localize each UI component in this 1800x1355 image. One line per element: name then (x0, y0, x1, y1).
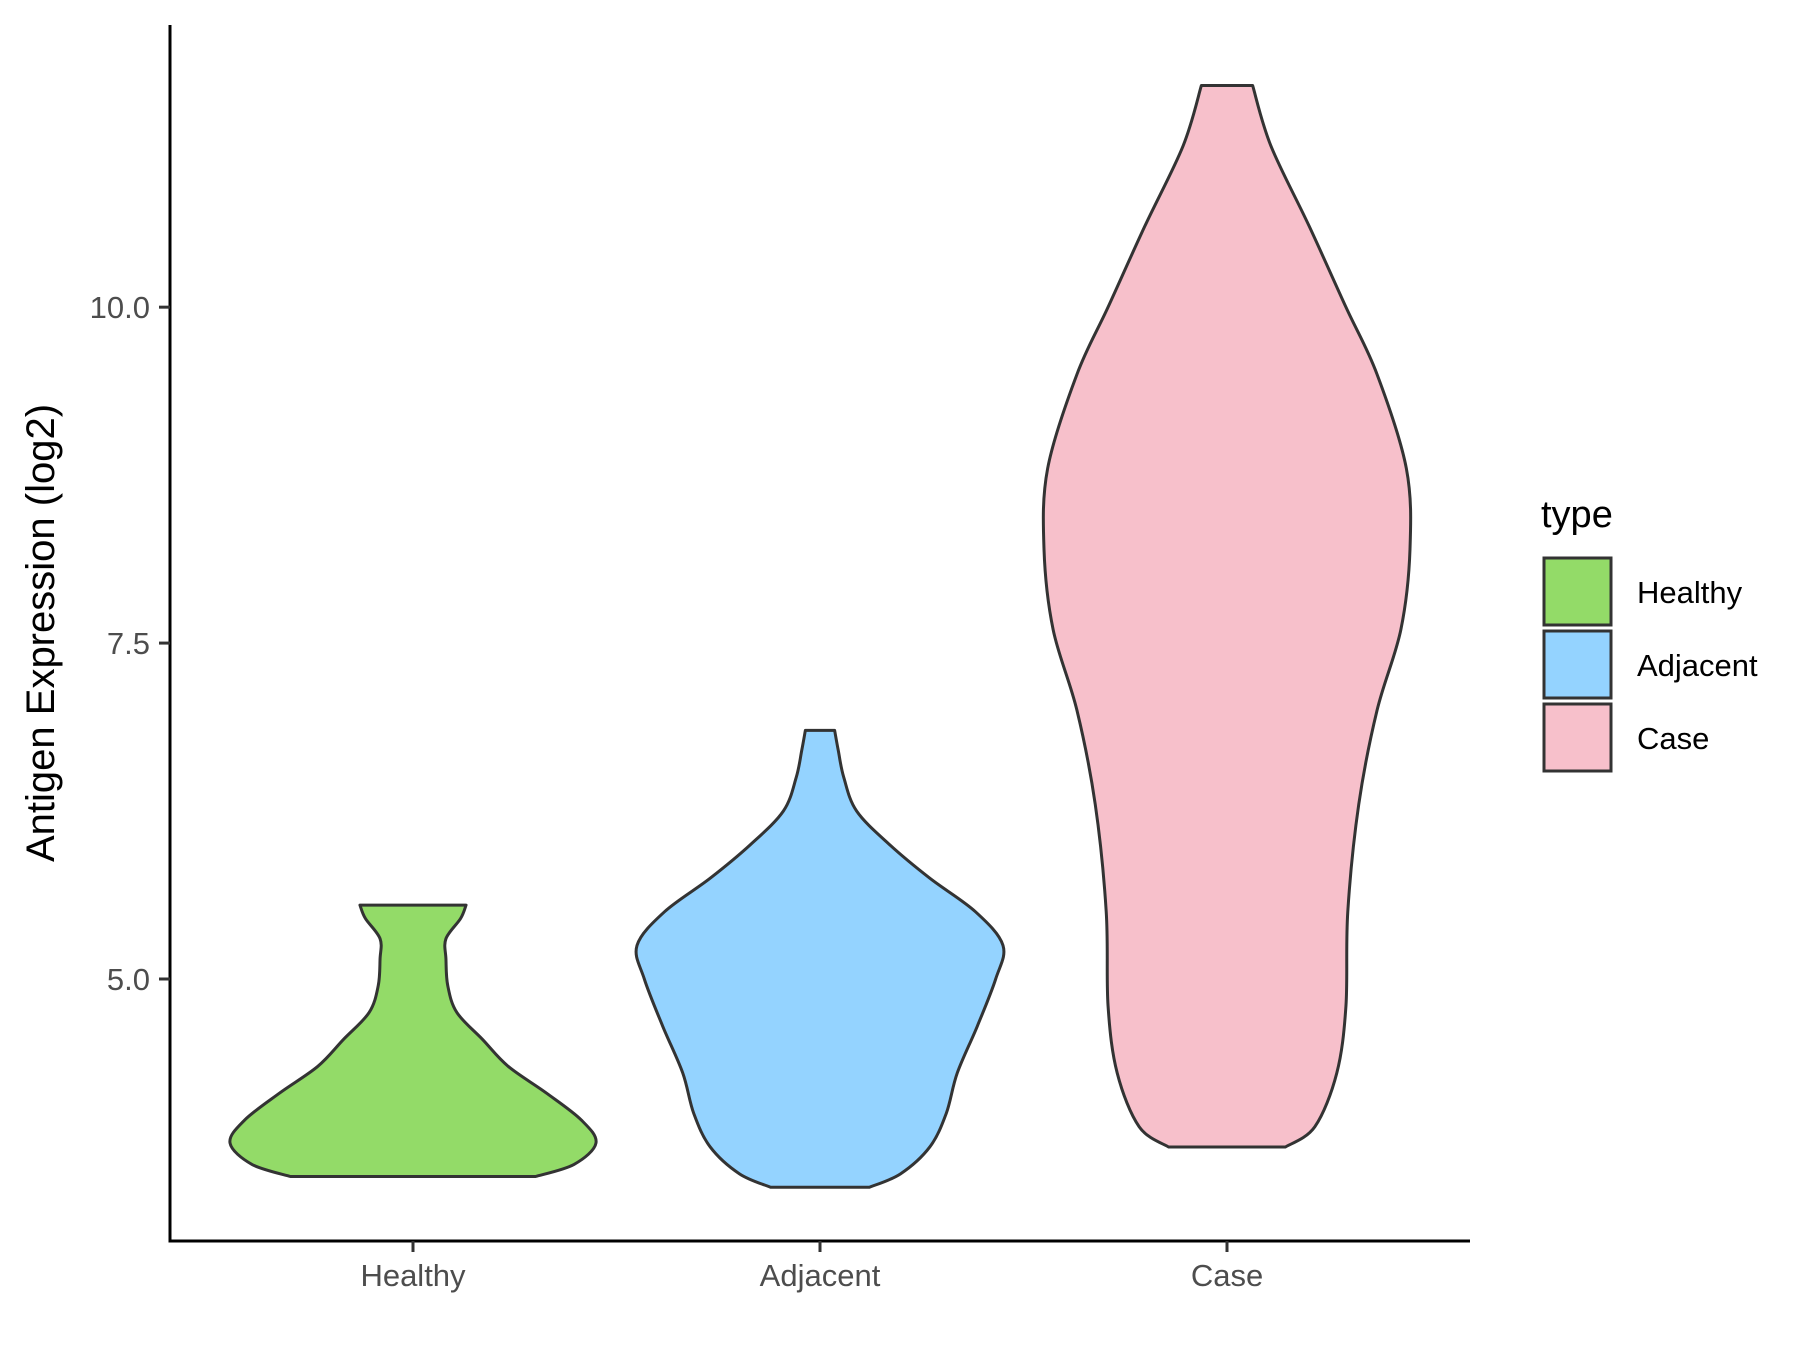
violin-healthy (228, 903, 598, 1178)
legend-items: Healthy Adjacent Case (1542, 556, 1758, 773)
violin-adjacent (634, 728, 1006, 1189)
legend-label-healthy: Healthy (1637, 575, 1743, 610)
y-axis-title: Antigen Expression (log2) (19, 404, 63, 862)
legend-label-adjacent: Adjacent (1637, 648, 1758, 683)
y-tick-label: 7.5 (107, 626, 150, 661)
x-tick-label: Healthy (360, 1258, 466, 1293)
x-axis-ticks: Healthy Adjacent Case (360, 1241, 1263, 1293)
x-tick-label: Case (1191, 1258, 1263, 1293)
y-axis-ticks: 5.0 7.5 10.0 (90, 290, 170, 997)
y-tick-label: 10.0 (90, 290, 150, 325)
violin-layer (228, 83, 1413, 1189)
y-tick-label: 5.0 (107, 962, 150, 997)
violin-case (1041, 83, 1413, 1149)
legend: type Healthy Adjacent Case (1541, 494, 1758, 773)
legend-swatch-adjacent (1542, 629, 1613, 700)
legend-swatch-healthy (1542, 556, 1613, 627)
legend-swatch-case (1542, 702, 1613, 773)
x-tick-label: Adjacent (760, 1258, 881, 1293)
legend-label-case: Case (1637, 721, 1709, 756)
legend-title: type (1541, 494, 1613, 536)
